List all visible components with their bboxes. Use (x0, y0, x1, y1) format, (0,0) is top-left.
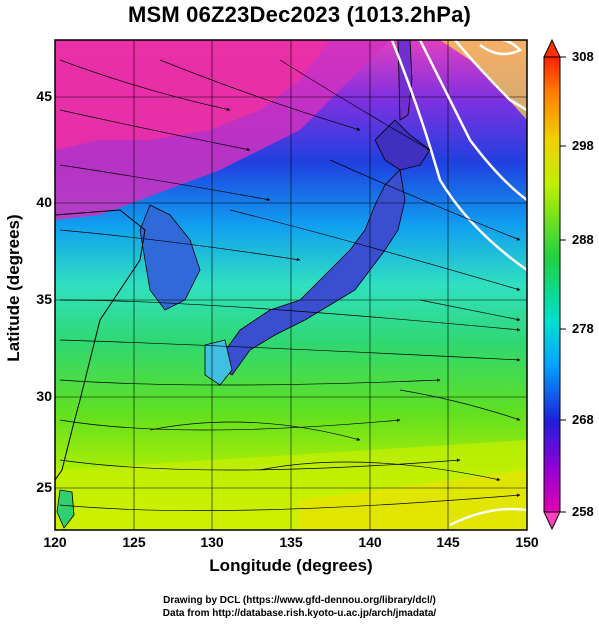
colorbar-tick-label: 308 (572, 49, 594, 64)
map-title: MSM 06Z23Dec2023 (1013.2hPa) (127, 2, 472, 27)
colorbar-tick-label: 258 (572, 504, 594, 519)
x-tick-label: 145 (436, 534, 460, 550)
x-tick-label: 135 (279, 534, 303, 550)
temperature-field (55, 40, 527, 530)
data-credit: Data from http://database.rish.kyoto-u.a… (162, 608, 437, 619)
map-frame (54, 39, 528, 531)
x-axis-label: Longitude (degrees) (209, 556, 373, 575)
x-tick-label: 130 (200, 534, 224, 550)
colorbar-tick-label: 268 (572, 412, 594, 427)
x-tick-label: 125 (122, 534, 146, 550)
y-tick-label: 45 (36, 88, 52, 104)
y-axis-label: Latitude (degrees) (4, 214, 23, 362)
y-tick-label: 30 (36, 388, 52, 404)
colorbar-tick-label: 278 (572, 321, 594, 336)
x-tick-label: 140 (358, 534, 382, 550)
x-tick-label: 150 (515, 534, 539, 550)
y-tick-label: 25 (36, 479, 52, 495)
colorbar-tick-label: 288 (572, 232, 594, 247)
x-tick-label: 120 (43, 534, 67, 550)
colorbar (543, 38, 566, 531)
drawing-credit: Drawing by DCL (https://www.gfd-dennou.o… (163, 595, 436, 606)
y-tick-label: 35 (36, 291, 52, 307)
colorbar-tick-label: 298 (572, 138, 594, 153)
colorbar-top-arrow (543, 38, 561, 58)
y-tick-label: 40 (36, 194, 52, 210)
colorbar-bottom-arrow (543, 511, 561, 531)
